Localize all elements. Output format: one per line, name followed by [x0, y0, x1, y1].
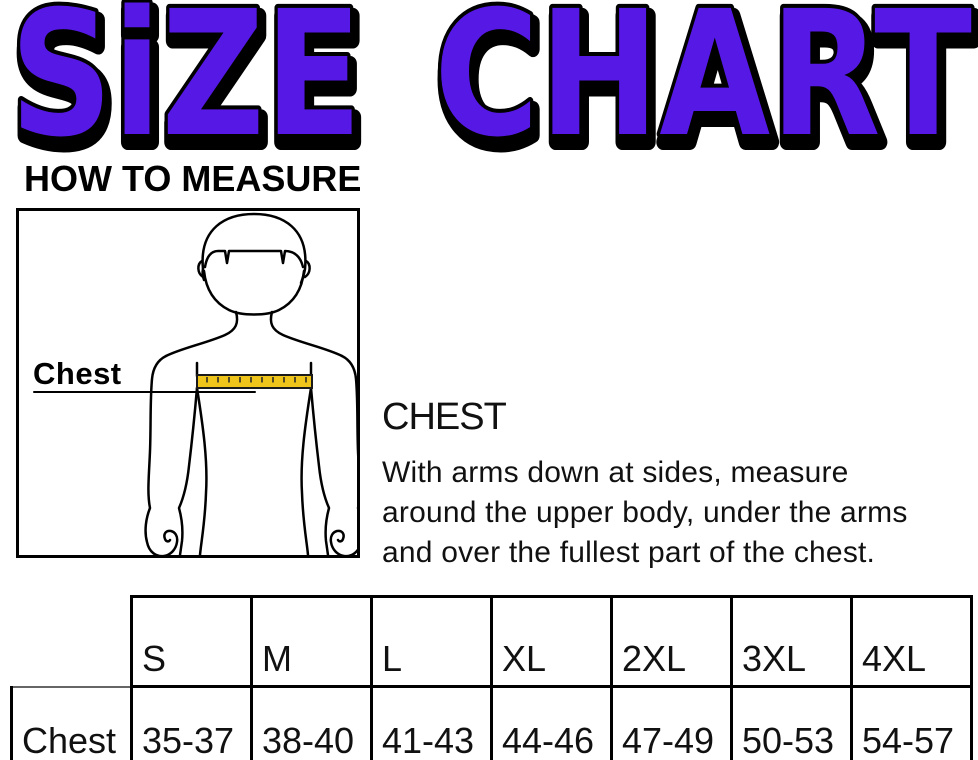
size-header-m: M — [250, 595, 373, 688]
title-word-chart: CHART — [434, 0, 972, 154]
torso-illustration — [33, 212, 357, 555]
chest-value-xl: 44-46 — [490, 685, 613, 760]
chest-value-3xl: 50-53 — [730, 685, 853, 760]
chest-description-line: With arms down at sides, measure — [382, 456, 849, 489]
chest-section-heading: CHEST — [382, 396, 507, 438]
size-table: S M L XL 2XL 3XL 4XL Chest 35-37 38-40 4… — [10, 595, 973, 760]
page-title-art: SiZE CHART SiZE CHART — [5, 0, 978, 154]
chest-value-m: 38-40 — [250, 685, 373, 760]
chest-value-2xl: 47-49 — [610, 685, 733, 760]
title-word-size: SiZE — [10, 0, 362, 154]
size-header-l: L — [370, 595, 493, 688]
how-to-measure-heading: HOW TO MEASURE — [24, 158, 362, 199]
chest-row-label: Chest — [10, 685, 133, 760]
measuring-tape — [196, 374, 313, 389]
chest-description-line: around the upper body, under the arms — [382, 496, 908, 529]
figure-chest-label: Chest — [33, 356, 122, 391]
size-header-4xl: 4XL — [850, 595, 973, 688]
size-header-xl: XL — [490, 595, 613, 688]
chest-description-line: and over the fullest part of the chest. — [382, 536, 876, 569]
chest-value-4xl: 54-57 — [850, 685, 973, 760]
size-header-2xl: 2XL — [610, 595, 733, 688]
chest-value-l: 41-43 — [370, 685, 493, 760]
chest-value-s: 35-37 — [130, 685, 253, 760]
chest-description-section: CHEST With arms down at sides, measure a… — [382, 396, 972, 573]
size-table-empty-corner — [12, 597, 132, 687]
size-table-header-row: S M L XL 2XL 3XL 4XL — [12, 595, 973, 688]
measurement-figure-box: Chest — [16, 208, 360, 558]
title-word-size-shadow: SiZE — [13, 0, 365, 154]
size-header-s: S — [130, 595, 253, 688]
chest-values-row: Chest 35-37 38-40 41-43 44-46 47-49 50-5… — [10, 685, 973, 760]
size-header-3xl: 3XL — [730, 595, 853, 688]
title-word-chart-shadow: CHART — [437, 0, 975, 154]
